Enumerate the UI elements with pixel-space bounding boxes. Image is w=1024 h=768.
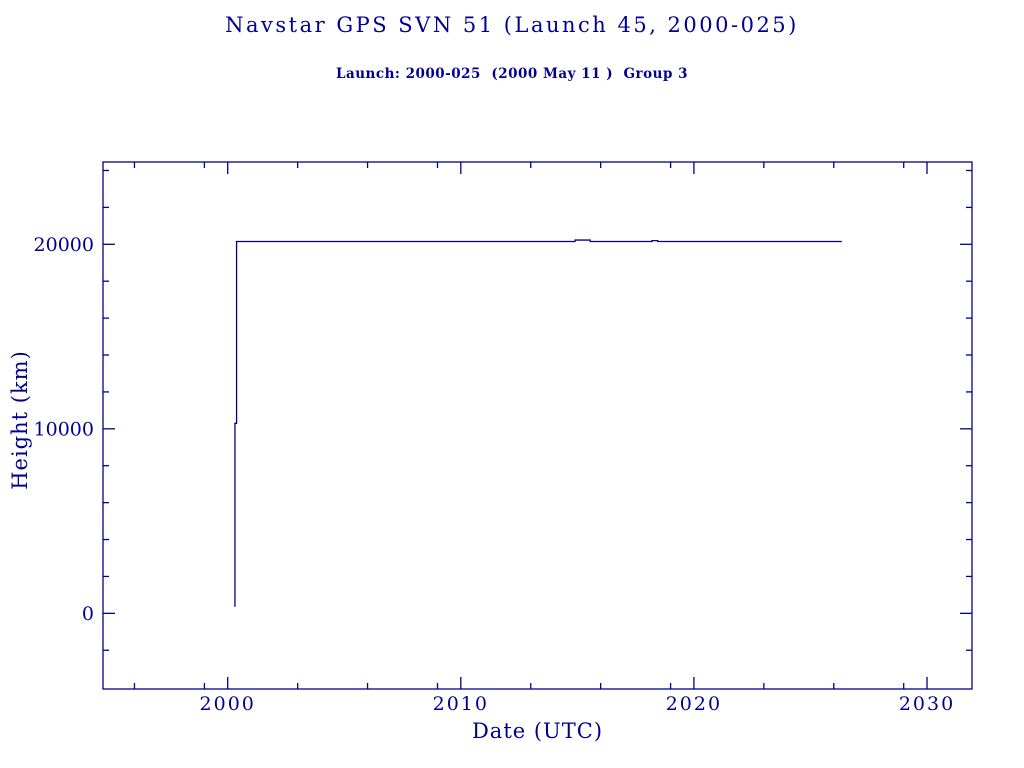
data-line — [234, 239, 842, 607]
x-tick-label: 2010 — [433, 693, 489, 715]
y-axis-label: Height (km) — [8, 350, 32, 490]
chart-subtitle: Launch: 2000-025 (2000 May 11 ) Group 3 — [335, 66, 688, 82]
y-tick-label: 20000 — [34, 234, 94, 256]
x-axis-label: Date (UTC) — [471, 719, 604, 743]
x-tick-label: 2000 — [200, 693, 256, 715]
y-tick-label: 0 — [82, 603, 94, 625]
y-tick-label: 10000 — [34, 418, 94, 440]
chart-title: Navstar GPS SVN 51 (Launch 45, 2000-025) — [225, 13, 799, 37]
x-tick-label: 2030 — [899, 693, 955, 715]
plot-frame — [102, 161, 973, 690]
x-tick-label: 2020 — [666, 693, 722, 715]
